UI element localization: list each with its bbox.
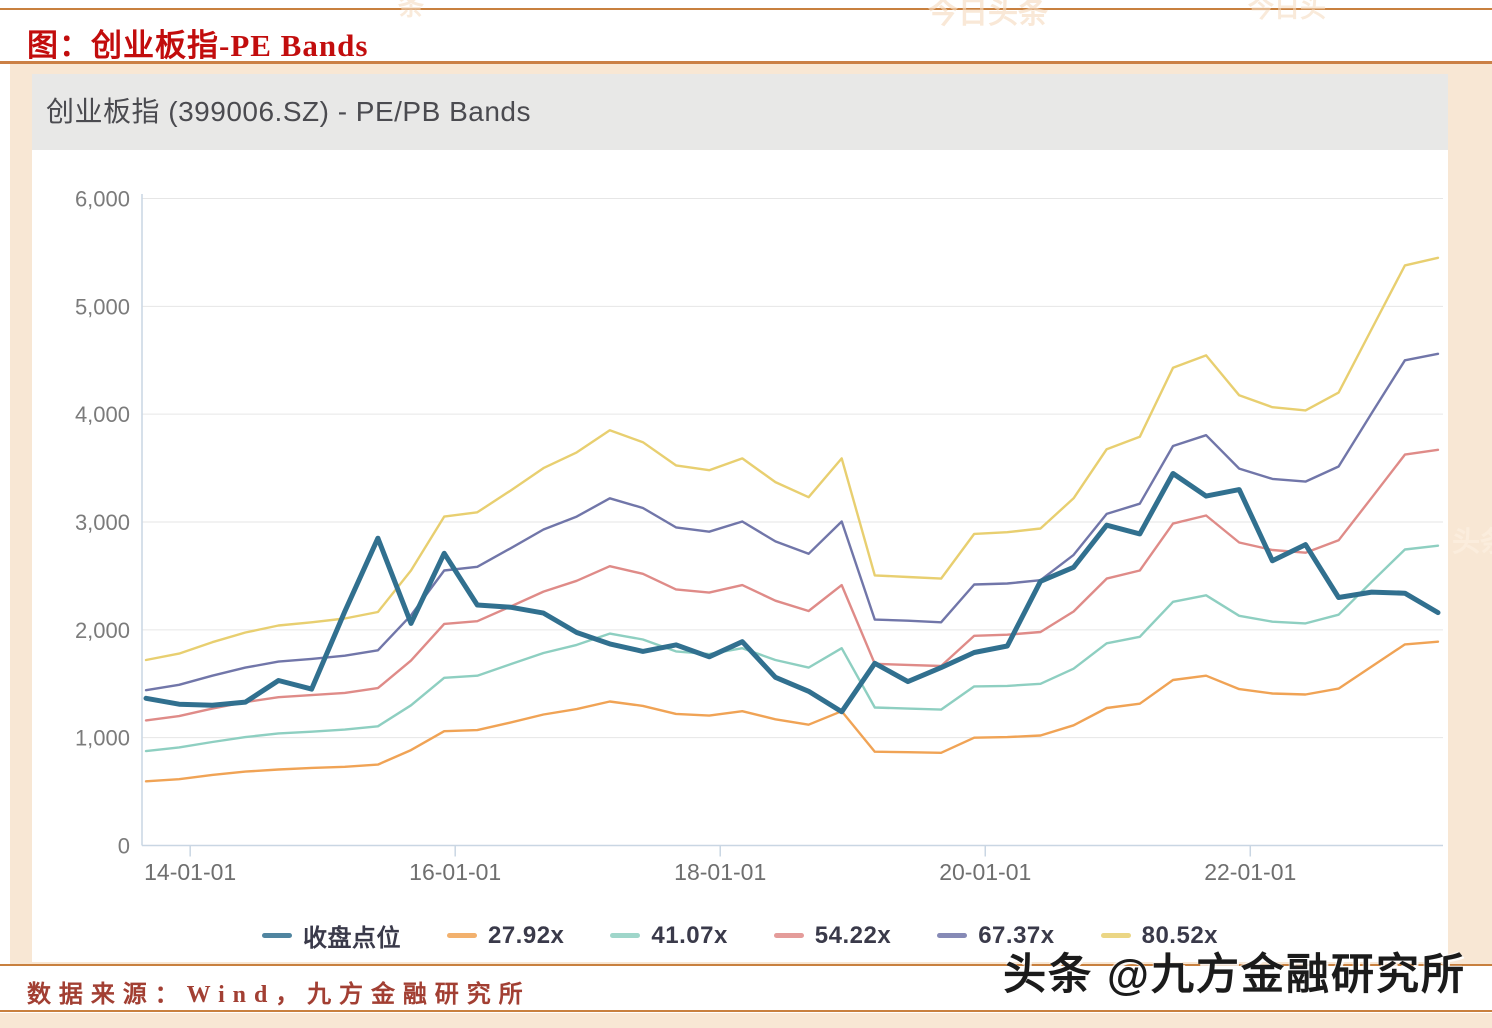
- legend-swatch-icon: [261, 933, 292, 938]
- legend-item-pe-41.07x[interactable]: 41.07x: [610, 922, 727, 950]
- x-axis-tick-label: 22-01-01: [1204, 859, 1296, 885]
- legend-swatch-icon: [773, 933, 804, 938]
- series-line-pe-67.37x: [144, 352, 1440, 692]
- plot-svg: 0 1,000 2,000 3,000 4,000 5,000 6,000 14-01-01 1…: [75, 187, 1443, 885]
- footer-bottom-divider: [0, 1010, 1492, 1012]
- y-axis-tick-label: 4,000: [75, 402, 130, 427]
- watermark-fragment: 条: [398, 0, 425, 21]
- toutiao-watermark: 头条 @九方金融研究所: [1003, 951, 1466, 999]
- legend-item-pe-54.22x[interactable]: 54.22x: [773, 921, 892, 950]
- footer-top-divider: [0, 964, 1492, 966]
- chart-header: 创业板指 (399006.SZ) - PE/PB Bands: [32, 74, 1448, 150]
- legend-item-close[interactable]: 收盘点位: [261, 918, 401, 953]
- y-axis-tick-label: 2,000: [75, 618, 130, 643]
- series-line-pe-80.52x: [144, 256, 1440, 662]
- legend: 收盘点位 27.92x 41.07x 54.22x 67.37x 80.52x: [32, 918, 1448, 953]
- x-axis-tick-label: 14-01-01: [144, 859, 236, 885]
- series-line-pe-27.92x: [144, 640, 1440, 783]
- x-axis-tick-label: 16-01-01: [409, 859, 501, 885]
- legend-item-label: 54.22x: [814, 921, 892, 949]
- legend-swatch-icon: [1100, 933, 1131, 938]
- legend-swatch-icon: [937, 933, 968, 938]
- legend-item-pe-27.92x[interactable]: 27.92x: [446, 921, 565, 950]
- series-line-close: [143, 471, 1441, 715]
- legend-item-label: 67.37x: [978, 921, 1055, 949]
- legend-item-pe-80.52x[interactable]: 80.52x: [1100, 921, 1219, 950]
- legend-item-pe-67.37x[interactable]: 67.37x: [937, 922, 1054, 950]
- chart-title: 创业板指 (399006.SZ) - PE/PB Bands: [46, 96, 531, 127]
- y-axis-tick-label: 5,000: [75, 294, 130, 319]
- legend-item-label: 收盘点位: [302, 925, 401, 952]
- chart-card: 创业板指 (399006.SZ) - PE/PB Bands 0 1,000 2,0…: [32, 74, 1448, 962]
- series-line-pe-54.22x: [144, 448, 1440, 722]
- source-note: 数据来源：Wind，九方金融研究所: [27, 982, 531, 1008]
- figure-title: 图：创业板指-PE Bands: [27, 28, 369, 63]
- series-line-pe-41.07x: [144, 544, 1440, 753]
- legend-item-label: 80.52x: [1141, 921, 1219, 949]
- x-axis-tick-label: 20-01-01: [939, 859, 1031, 885]
- watermark-fragment: 今日头: [1248, 0, 1327, 23]
- x-axis-tick-label: 18-01-01: [674, 859, 766, 885]
- title-divider: [0, 61, 1492, 64]
- top-divider: [0, 8, 1492, 10]
- article-background-panel: 创业板指 (399006.SZ) - PE/PB Bands 0 1,000 2,0…: [10, 64, 1492, 966]
- legend-item-label: 41.07x: [651, 921, 728, 949]
- y-axis-tick-label: 6,000: [75, 187, 130, 212]
- watermark-fragment: 今日头条: [928, 0, 1048, 30]
- y-axis-tick-label: 3,000: [75, 510, 130, 535]
- bottom-margin-strip: [0, 1013, 1492, 1028]
- y-axis-tick-label: 0: [118, 834, 130, 859]
- legend-swatch-icon: [446, 933, 477, 938]
- legend-item-label: 27.92x: [487, 921, 565, 949]
- legend-swatch-icon: [610, 933, 641, 938]
- y-axis-tick-label: 1,000: [75, 726, 130, 751]
